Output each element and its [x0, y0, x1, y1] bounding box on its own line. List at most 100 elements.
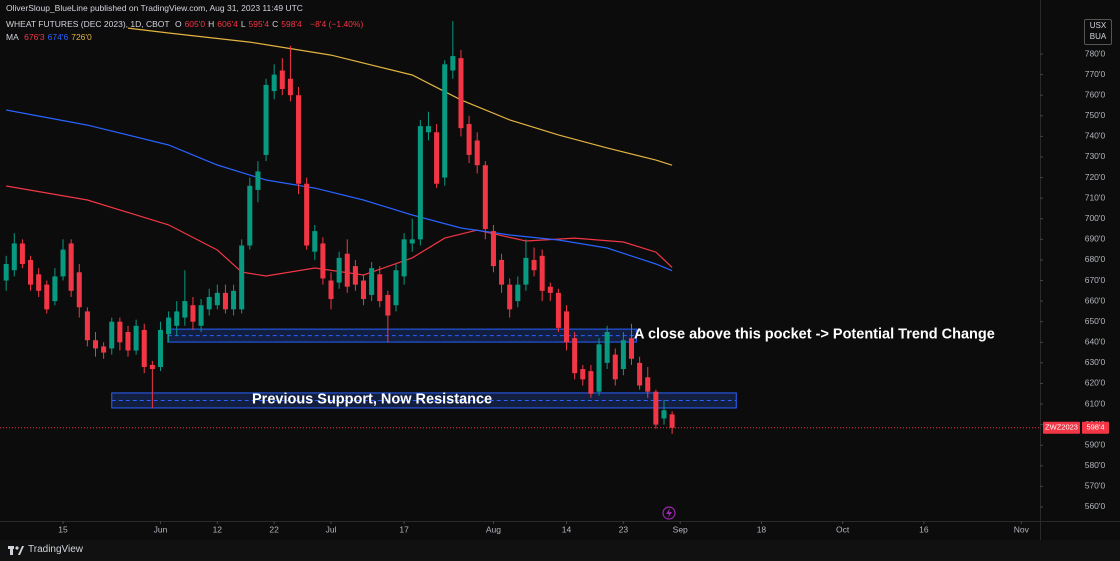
candle-body: [214, 292, 220, 306]
y-tick-label: 690'0: [1085, 234, 1106, 244]
candle-body: [490, 231, 496, 267]
candle-body: [393, 270, 399, 306]
candle-body: [36, 274, 42, 291]
candle-body: [409, 239, 415, 244]
currency: USX: [1089, 21, 1107, 30]
candle-body: [60, 249, 66, 277]
ma-value: 726'0: [71, 32, 92, 42]
candle-body: [612, 354, 618, 380]
candle-body: [239, 245, 245, 310]
y-tick-label: 660'0: [1085, 295, 1106, 305]
candle-body: [328, 280, 334, 300]
y-tick-label: 580'0: [1085, 460, 1106, 470]
ma-line: MA 676'3 674'6 726'0: [6, 32, 98, 42]
moving-average: [6, 185, 673, 277]
candle-body: [3, 264, 9, 281]
candle-body: [28, 259, 34, 285]
y-tick-label: 680'0: [1085, 254, 1106, 264]
candle-body: [101, 346, 107, 353]
y-tick-label: 590'0: [1085, 439, 1106, 449]
candle-body: [247, 185, 253, 246]
x-tick-label: 18: [757, 524, 767, 534]
y-tick-label: 670'0: [1085, 275, 1106, 285]
moving-average: [6, 109, 673, 272]
candle-body: [222, 292, 228, 310]
logo: [8, 545, 24, 555]
y-tick-label: 780'0: [1085, 48, 1106, 58]
candle-body: [596, 344, 602, 392]
candle-body: [312, 231, 318, 252]
candle-body: [604, 331, 610, 363]
y-tick-label: 730'0: [1085, 151, 1106, 161]
event-icon: [662, 506, 676, 520]
candle-body: [360, 280, 367, 300]
y-tick-label: 570'0: [1085, 481, 1106, 491]
candle-body: [19, 243, 25, 265]
x-tick-label: 16: [919, 524, 929, 534]
ohlc-key: H: [208, 19, 215, 29]
candle-body: [117, 321, 123, 343]
x-tick-label: Aug: [486, 524, 501, 534]
ma-label: MA: [6, 32, 19, 42]
y-tick-label: 650'0: [1085, 316, 1106, 326]
y-tick-label: 760'0: [1085, 89, 1106, 99]
candle-body: [109, 321, 115, 349]
candle-body: [182, 301, 188, 318]
x-tick-label: Jul: [326, 524, 337, 534]
ohlc-value: 598'4: [281, 19, 302, 29]
candle-body: [385, 294, 391, 316]
candle-body: [174, 311, 180, 326]
zone-label: A close above this pocket -> Potential T…: [634, 326, 995, 342]
candle-body: [515, 284, 521, 302]
symbol-tag-bg: [1043, 421, 1080, 434]
candle-body: [474, 140, 480, 166]
candle-body: [263, 84, 269, 155]
candle-body: [206, 296, 212, 310]
ohlc-value: 595'4: [248, 19, 270, 29]
candle-body: [507, 284, 513, 310]
symbol: WHEAT FUTURES (DEC 2023), 1D, CBOT: [6, 19, 170, 29]
candle-body: [564, 311, 570, 343]
symbol-tag: ZWZ2023: [1045, 423, 1078, 432]
candle-body: [149, 364, 155, 370]
zone-label: Previous Support, Now Resistance: [252, 391, 492, 407]
candle-body: [344, 253, 350, 287]
candle-body: [555, 292, 561, 328]
candle-body: [499, 259, 505, 285]
footer: TradingView: [8, 544, 83, 555]
candle-body: [296, 95, 302, 184]
candle-body: [588, 371, 594, 394]
y-tick-label: 710'0: [1085, 192, 1106, 202]
ohlc-value: 605'0: [184, 19, 206, 29]
ohlc-value: 606'4: [217, 19, 238, 29]
candle-body: [133, 325, 139, 351]
y-tick-label: 720'0: [1085, 172, 1106, 182]
candle-body: [401, 239, 407, 277]
candle-body: [190, 305, 196, 322]
x-tick-label: 22: [269, 524, 279, 534]
price-tag-bg: [1082, 421, 1109, 434]
candle-body: [523, 257, 529, 285]
candle-body: [287, 78, 293, 96]
candle-body: [76, 272, 82, 308]
candle-body: [166, 317, 172, 335]
candle-body: [304, 183, 310, 246]
candle-body: [231, 290, 237, 310]
moving-average: [127, 27, 673, 166]
candle-body: [628, 338, 635, 359]
candle-body: [653, 391, 659, 425]
candle-body: [442, 64, 448, 178]
publish-line: OliverSloup_BlueLine published on Tradin…: [6, 3, 303, 13]
candle-body: [417, 126, 423, 240]
change: −8'4 (−1.40%): [310, 19, 364, 29]
plot-area: A close above this pocket -> Potential T…: [0, 21, 1040, 434]
candle-body: [434, 132, 440, 184]
unit: BUA: [1089, 32, 1107, 41]
candle-body: [580, 369, 586, 380]
candle-body: [352, 266, 358, 285]
x-tick-label: 17: [399, 524, 409, 534]
x-tick-label: 23: [619, 524, 629, 534]
ma-value: 674'6: [47, 32, 69, 42]
candle-body: [547, 286, 553, 293]
